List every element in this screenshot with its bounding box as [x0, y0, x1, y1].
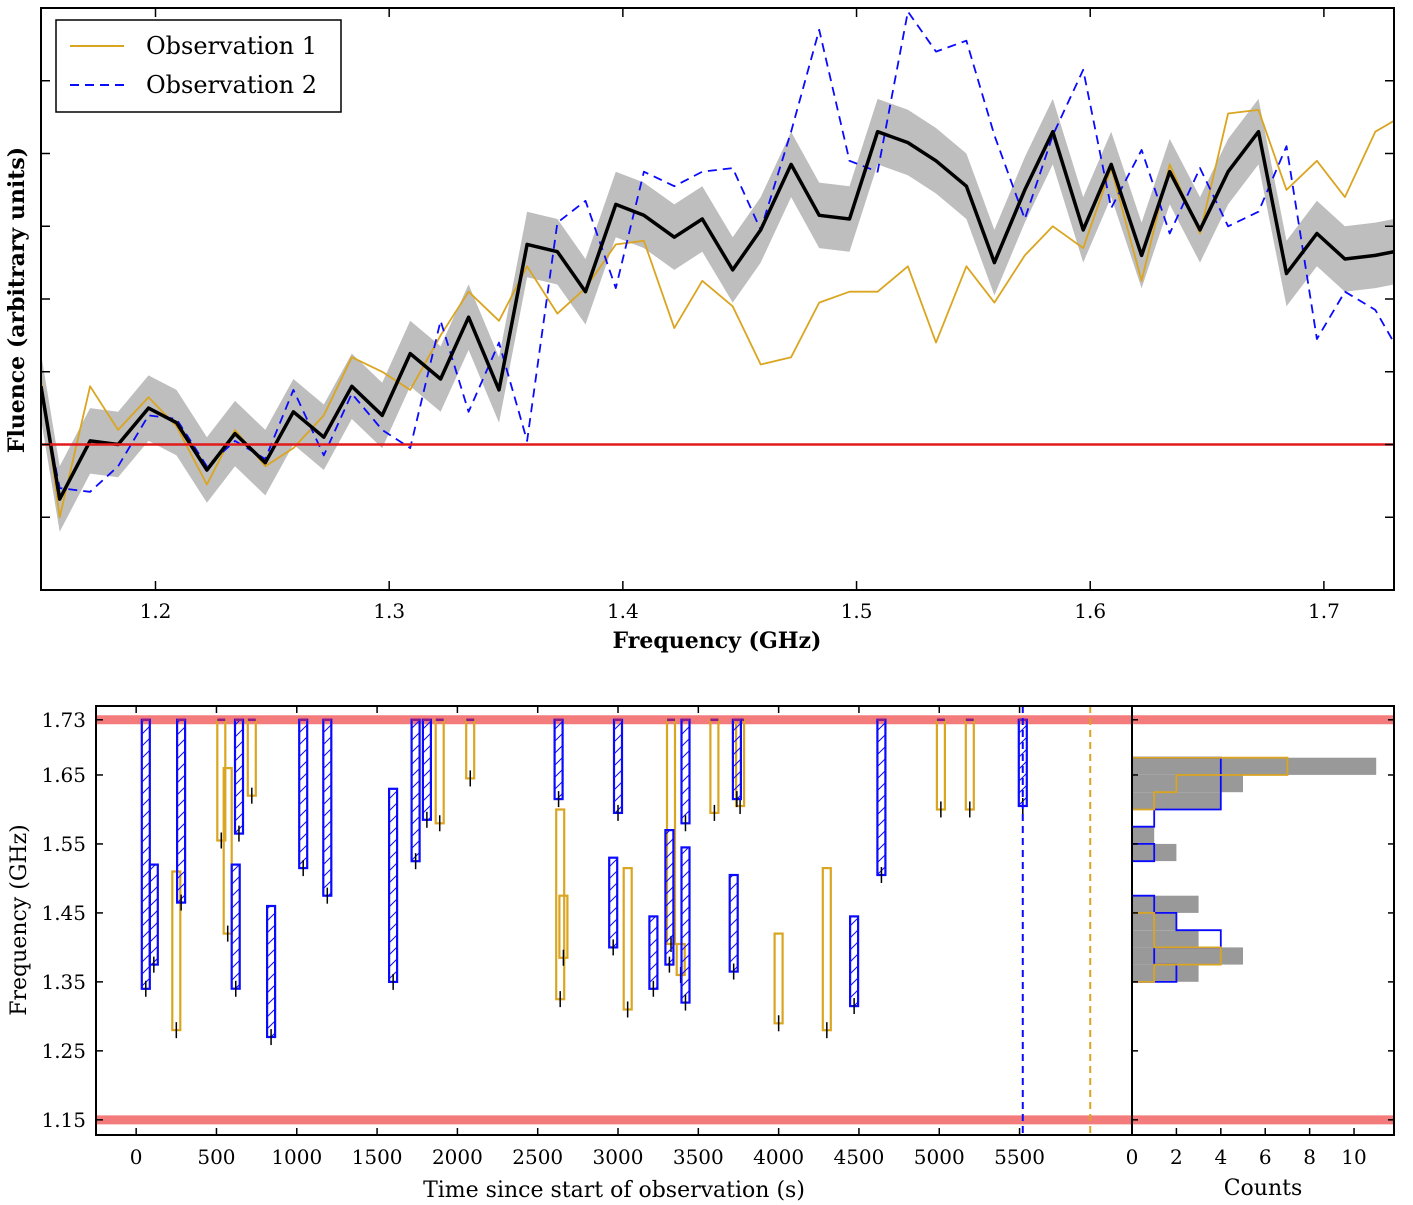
histogram-frame [1131, 705, 1395, 1136]
legend-box [55, 19, 342, 113]
burst-bar-observation-2 [233, 718, 245, 835]
spectrum-x-axis-label: Frequency (GHz) [613, 628, 822, 654]
burst-bar-observation-2 [680, 718, 691, 825]
burst-bar-observation-2 [322, 718, 333, 897]
burst-x-tick-label: 4500 [833, 1145, 884, 1169]
legend-label-observation-2: Observation 2 [146, 71, 317, 99]
histogram-bars [1132, 740, 1377, 983]
burst-x-tick-label: 0 [130, 1145, 143, 1169]
burst-bar-observation-2 [298, 718, 309, 870]
burst-bar-observation-2 [680, 846, 691, 1004]
burst-bar-observation-2 [612, 718, 624, 814]
histogram-band-lines [1132, 715, 1394, 1125]
burst-bar-observation-2 [848, 915, 860, 1008]
burst-bar-observation-2 [410, 718, 421, 863]
spectrum-x-tick-label: 1.3 [373, 599, 405, 623]
burst-bar-observation-2 [176, 718, 187, 904]
burst-y-axis-label: Frequency (GHz) [7, 824, 32, 1016]
burst-y-tick-label: 1.55 [41, 832, 86, 856]
histogram-x-tick-label: 10 [1341, 1145, 1366, 1169]
burst-bars [140, 718, 1028, 1046]
burst-y-tick-label: 1.35 [41, 970, 86, 994]
legend-label-observation-1: Observation 1 [146, 32, 317, 60]
burst-x-tick-label: 4000 [753, 1145, 804, 1169]
burst-x-tick-label: 3500 [673, 1145, 724, 1169]
burst-panel: 0 500 1000 1500 2000 2500 3000 3500 4000 4500 5000… [7, 705, 1133, 1203]
histogram-x-tick-label: 8 [1303, 1145, 1316, 1169]
histogram-total-bar [1132, 757, 1377, 775]
burst-x-tick-label: 500 [197, 1145, 235, 1169]
burst-bar-observation-2 [421, 718, 432, 821]
uncertainty-band [41, 98, 1394, 532]
burst-x-tick-label: 1500 [352, 1145, 403, 1169]
spectrum-frame [40, 7, 1395, 591]
histogram-x-tick-label: 2 [1170, 1145, 1183, 1169]
histogram-x-tick-label: 4 [1214, 1145, 1227, 1169]
burst-bar-observation-2 [266, 904, 277, 1039]
burst-bar-observation-2 [731, 718, 743, 801]
legend: Observation 1 Observation 2 [55, 19, 342, 113]
burst-bar-observation-2 [664, 828, 675, 966]
spectrum-panel: 1.2 1.3 1.4 1.5 1.6 1.7 Observation 1 Observa… [4, 7, 1395, 654]
burst-bar-observation-2 [553, 718, 564, 801]
histogram-total-bar [1132, 895, 1199, 913]
burst-x-tick-label: 2000 [432, 1145, 483, 1169]
burst-x-tick-label: 5000 [914, 1145, 965, 1169]
histogram-x-axis-label: Counts [1224, 1176, 1303, 1201]
burst-x-tick-label: 5500 [994, 1145, 1045, 1169]
burst-bar-observation-2 [388, 787, 399, 983]
histogram-panel: 0 2 4 6 8 10 Counts [1126, 705, 1395, 1201]
spectrum-x-tick-label: 1.7 [1308, 599, 1340, 623]
spectrum-lines [41, 10, 1394, 519]
burst-bar-observation-2 [608, 856, 619, 949]
burst-y-tick-label: 1.65 [41, 763, 86, 787]
histogram-total-bar [1132, 947, 1243, 965]
burst-bar-observation-2 [728, 873, 739, 973]
burst-bar-observation-2 [148, 863, 159, 966]
histogram-total-bar [1132, 792, 1221, 810]
histogram-total-bar [1132, 930, 1199, 948]
histogram-observation-1-step [1132, 740, 1289, 983]
histogram-total-bar [1132, 826, 1155, 844]
burst-bar-observation-2 [230, 863, 241, 990]
histogram-total-bar [1132, 775, 1243, 793]
spectrum-x-tick-label: 1.4 [607, 599, 639, 623]
spectrum-x-tick-label: 1.6 [1074, 599, 1106, 623]
uncertainty-band-area [41, 98, 1394, 532]
burst-y-tick-label: 1.25 [41, 1039, 86, 1063]
series-mean-line [41, 129, 1394, 501]
histogram-ticks: 0 2 4 6 8 10 [1126, 719, 1394, 1169]
burst-y-tick-label: 1.73 [41, 708, 86, 732]
spectrum-y-axis-label: Fluence (arbitrary units) [4, 147, 30, 453]
spectrum-x-tick-label: 1.2 [140, 599, 172, 623]
burst-ticks: 0 500 1000 1500 2000 2500 3000 3500 4000 4500 5000… [41, 706, 1045, 1169]
spectrum-x-tick-label: 1.5 [841, 599, 873, 623]
burst-y-tick-label: 1.45 [41, 901, 86, 925]
burst-x-tick-label: 2500 [512, 1145, 563, 1169]
burst-x-axis-label: Time since start of observation (s) [423, 1178, 805, 1203]
histogram-x-tick-label: 0 [1126, 1145, 1139, 1169]
burst-bar-observation-2 [876, 718, 887, 877]
histogram-x-tick-label: 6 [1259, 1145, 1272, 1169]
burst-x-tick-label: 3000 [593, 1145, 644, 1169]
burst-bar-observation-2 [648, 915, 659, 990]
spectrum-ticks: 1.2 1.3 1.4 1.5 1.6 1.7 [41, 8, 1394, 623]
burst-y-tick-label: 1.15 [41, 1108, 86, 1132]
burst-bar-observation-2 [140, 718, 151, 990]
histogram-total-bar [1132, 964, 1199, 982]
burst-x-tick-label: 1000 [271, 1145, 322, 1169]
